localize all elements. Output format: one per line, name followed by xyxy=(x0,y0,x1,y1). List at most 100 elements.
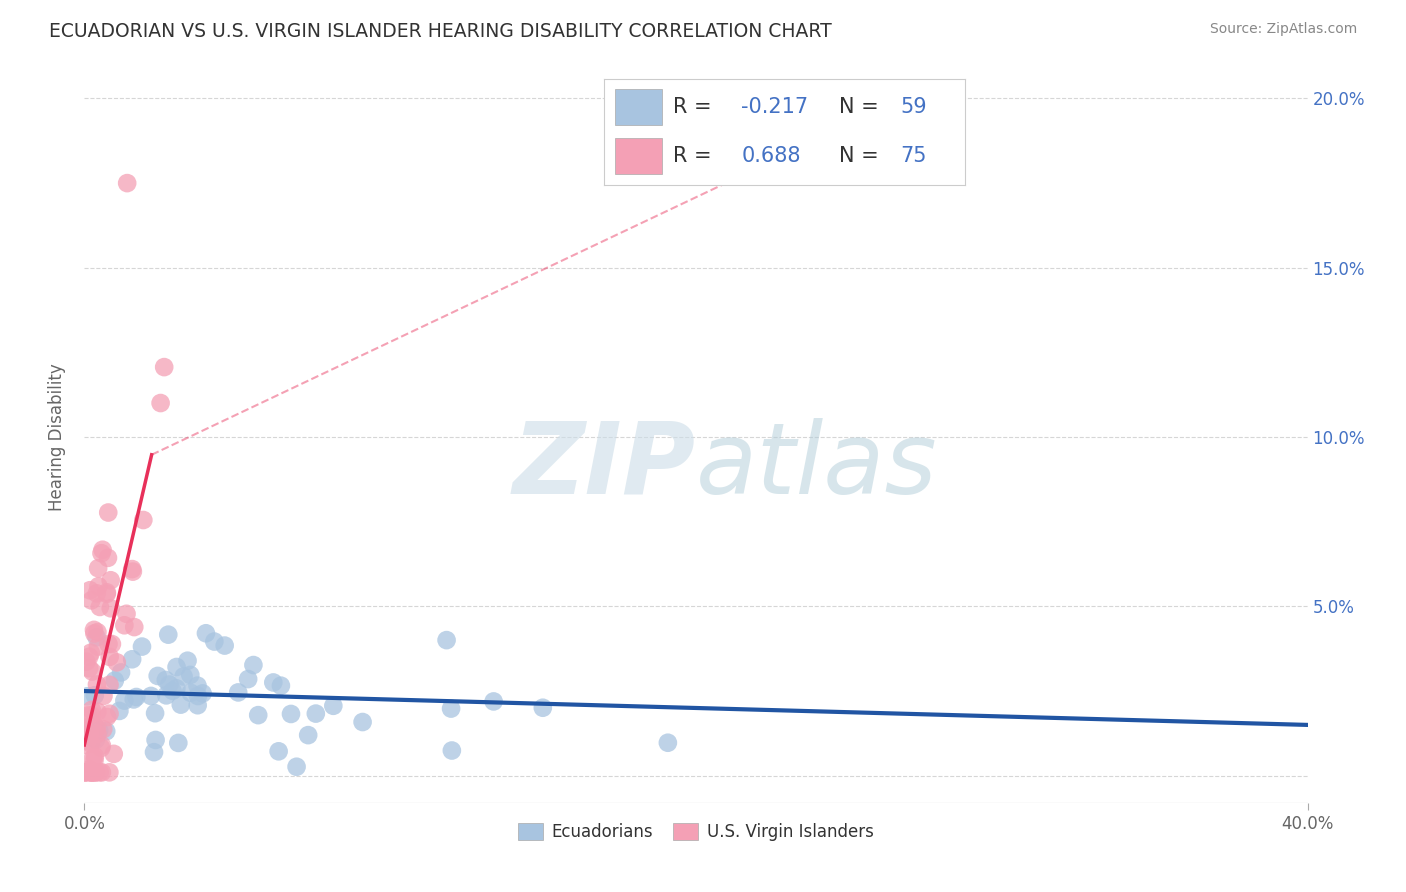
Point xyxy=(101,637,124,651)
Text: Source: ZipAtlas.com: Source: ZipAtlas.com xyxy=(1209,22,1357,37)
Point xyxy=(122,620,145,634)
Point xyxy=(90,546,112,560)
Point xyxy=(80,646,103,660)
Point xyxy=(82,716,104,731)
Text: ECUADORIAN VS U.S. VIRGIN ISLANDER HEARING DISABILITY CORRELATION CHART: ECUADORIAN VS U.S. VIRGIN ISLANDER HEARI… xyxy=(49,22,832,41)
Point xyxy=(90,739,112,753)
Point xyxy=(157,677,180,691)
Point xyxy=(93,689,115,703)
Point xyxy=(153,360,176,375)
Point xyxy=(187,689,209,703)
Point xyxy=(75,723,97,738)
Point xyxy=(297,728,319,742)
Point xyxy=(86,722,108,736)
Text: ZIP: ZIP xyxy=(513,417,696,515)
Point xyxy=(482,694,505,708)
Point xyxy=(83,765,105,780)
Point xyxy=(91,722,114,736)
Point xyxy=(155,673,177,687)
Point xyxy=(112,693,135,707)
Point xyxy=(75,655,97,669)
Point xyxy=(73,765,96,780)
Point xyxy=(202,634,225,648)
Point xyxy=(110,665,132,680)
Point xyxy=(112,618,135,632)
Point xyxy=(80,708,103,723)
Point xyxy=(170,698,193,712)
Point xyxy=(87,579,110,593)
Point xyxy=(82,751,104,765)
Point xyxy=(79,729,101,743)
Point xyxy=(73,765,96,780)
Point xyxy=(139,689,162,703)
Point xyxy=(247,708,270,723)
Point xyxy=(86,727,108,741)
Point xyxy=(103,747,125,761)
Point xyxy=(440,743,463,757)
Point xyxy=(86,625,108,640)
Point xyxy=(165,681,187,696)
Point xyxy=(89,599,111,614)
Point xyxy=(83,753,105,767)
Point xyxy=(305,706,328,721)
Point xyxy=(214,639,236,653)
Point xyxy=(80,765,103,780)
Point xyxy=(115,607,138,621)
Point xyxy=(166,660,188,674)
Point xyxy=(80,703,103,717)
Point xyxy=(157,628,180,642)
Point xyxy=(80,765,103,780)
Point xyxy=(162,683,184,698)
Point xyxy=(76,690,98,704)
Point xyxy=(194,626,217,640)
Point xyxy=(98,706,121,721)
Point xyxy=(86,630,108,644)
Text: atlas: atlas xyxy=(696,417,938,515)
Point xyxy=(97,637,120,651)
Point xyxy=(191,686,214,700)
Point xyxy=(96,710,118,724)
Point xyxy=(84,765,107,780)
Point xyxy=(77,661,100,675)
Point xyxy=(79,583,101,598)
Point xyxy=(89,723,111,738)
Point xyxy=(79,649,101,664)
Point xyxy=(91,542,114,557)
Point xyxy=(143,706,166,721)
Point xyxy=(146,669,169,683)
Point xyxy=(226,685,249,699)
Point xyxy=(352,714,374,729)
Point xyxy=(280,706,302,721)
Point xyxy=(83,749,105,764)
Point xyxy=(89,765,111,780)
Point xyxy=(100,574,122,588)
Point xyxy=(149,396,172,410)
Point xyxy=(82,665,104,679)
Point xyxy=(262,675,284,690)
Point xyxy=(90,765,112,780)
Point xyxy=(267,744,290,758)
Point xyxy=(121,652,143,666)
Point xyxy=(236,672,259,686)
Point xyxy=(90,740,112,755)
Point xyxy=(83,688,105,702)
Point xyxy=(84,765,107,780)
Point xyxy=(87,640,110,654)
Point xyxy=(155,689,177,703)
Point xyxy=(80,765,103,780)
Point xyxy=(131,640,153,654)
Point xyxy=(86,586,108,600)
Point xyxy=(285,760,308,774)
Point xyxy=(75,738,97,752)
Point xyxy=(187,698,209,713)
Point xyxy=(77,725,100,739)
Point xyxy=(108,704,131,718)
Point xyxy=(98,765,121,780)
Point xyxy=(80,593,103,607)
Point xyxy=(86,677,108,691)
Point xyxy=(84,732,107,747)
Legend: Ecuadorians, U.S. Virgin Islanders: Ecuadorians, U.S. Virgin Islanders xyxy=(510,814,882,849)
Point xyxy=(322,698,344,713)
Y-axis label: Hearing Disability: Hearing Disability xyxy=(48,363,66,511)
Point xyxy=(86,705,108,719)
